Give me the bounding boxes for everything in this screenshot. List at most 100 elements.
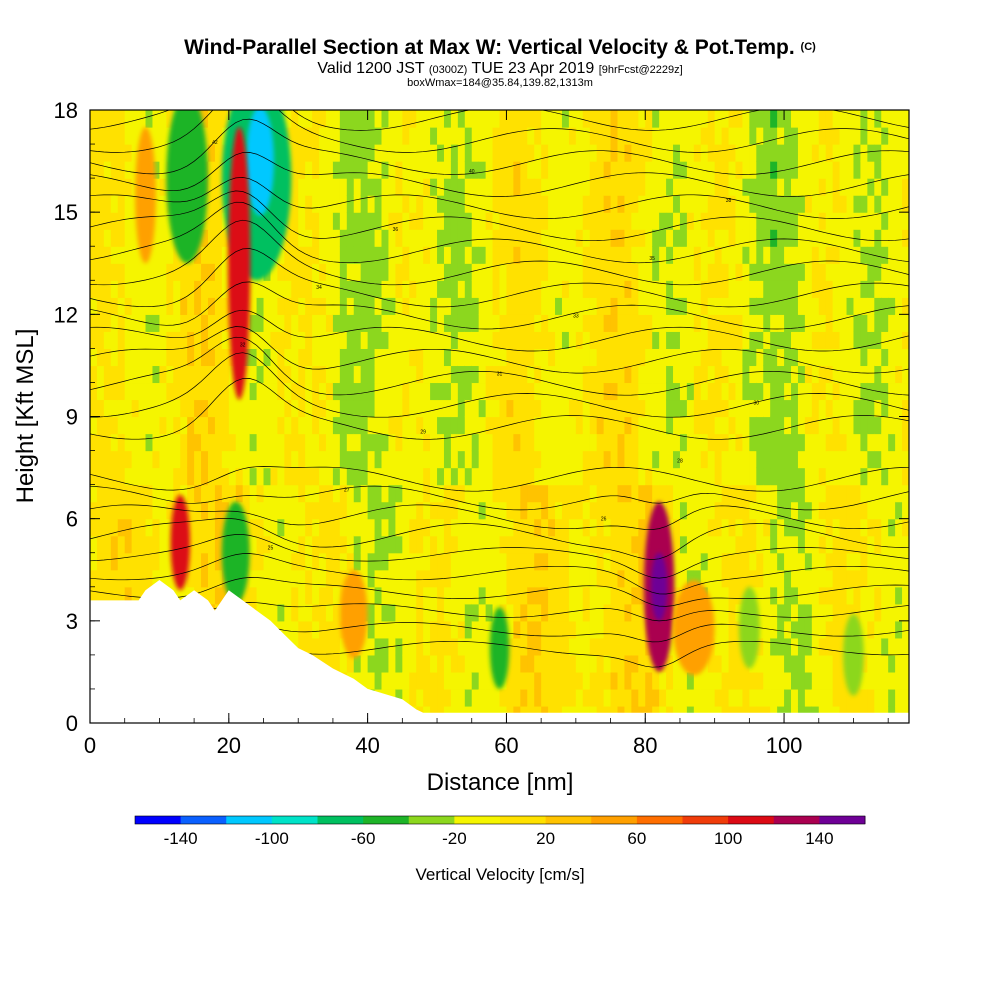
field-cell xyxy=(867,467,875,486)
field-cell xyxy=(312,620,320,639)
field-cell xyxy=(457,110,466,128)
field-cell xyxy=(416,637,424,656)
y-tick-label: 18 xyxy=(54,98,78,123)
field-cell xyxy=(409,212,417,230)
field-cell xyxy=(721,416,730,435)
field-cell xyxy=(555,518,563,537)
field-cell xyxy=(784,552,792,571)
field-cell xyxy=(721,552,730,571)
field-cell xyxy=(568,586,577,605)
field-cell xyxy=(797,263,806,281)
field-cell xyxy=(332,467,341,486)
field-cell xyxy=(416,280,424,298)
field-cell xyxy=(339,229,348,247)
field-cell xyxy=(825,467,834,486)
isentrope-line xyxy=(90,553,909,595)
field-cell xyxy=(173,297,181,315)
field-cell xyxy=(381,161,390,179)
field-cell xyxy=(603,467,612,486)
field-cell xyxy=(742,195,750,213)
field-cell xyxy=(346,535,355,554)
field-cell xyxy=(402,671,410,690)
field-cell xyxy=(450,178,459,196)
field-cell xyxy=(201,586,209,605)
field-cell xyxy=(728,450,737,469)
field-cell xyxy=(818,603,827,622)
field-cell xyxy=(214,246,223,264)
field-cell xyxy=(194,501,202,520)
field-cell xyxy=(839,399,848,418)
field-cell xyxy=(374,212,383,230)
field-cell xyxy=(645,484,653,503)
field-cell xyxy=(749,280,757,298)
field-cell xyxy=(325,518,334,537)
field-cell xyxy=(728,280,737,298)
field-cell xyxy=(117,178,126,196)
field-cell xyxy=(339,144,348,162)
field-cell xyxy=(763,433,771,452)
field-cell xyxy=(811,331,820,349)
field-cell xyxy=(381,297,390,315)
field-cell xyxy=(298,552,306,571)
field-cell xyxy=(867,127,875,145)
field-cell xyxy=(527,688,535,707)
field-cell xyxy=(180,331,188,349)
field-cell xyxy=(443,552,452,571)
field-cell xyxy=(673,127,681,145)
field-cell xyxy=(631,467,639,486)
field-cell xyxy=(96,382,105,401)
field-cell xyxy=(117,212,126,230)
field-cell xyxy=(527,161,535,179)
field-cell xyxy=(506,280,514,298)
field-cell xyxy=(464,518,473,537)
isentrope-line xyxy=(90,248,909,308)
field-cell xyxy=(312,450,320,469)
field-cell xyxy=(839,569,848,588)
field-cell xyxy=(423,365,431,384)
isentrope-line xyxy=(90,201,909,264)
field-cell xyxy=(173,433,181,452)
field-cell xyxy=(582,297,591,315)
field-cell xyxy=(395,144,403,162)
field-cell xyxy=(568,484,577,503)
field-cell xyxy=(173,331,181,349)
field-cell xyxy=(666,501,674,520)
field-cell xyxy=(666,314,674,332)
field-cell xyxy=(485,280,494,298)
field-cell xyxy=(652,161,660,179)
field-cell xyxy=(693,246,702,264)
field-cell xyxy=(707,433,716,452)
field-cell xyxy=(770,144,778,162)
field-cell xyxy=(568,637,577,656)
field-cell xyxy=(194,518,202,537)
field-cell xyxy=(902,586,909,605)
field-cell xyxy=(770,416,778,435)
field-cell xyxy=(735,569,744,588)
field-cell xyxy=(624,450,632,469)
field-cell xyxy=(561,331,570,349)
field-cell xyxy=(631,637,639,656)
field-cell xyxy=(575,229,584,247)
field-cell xyxy=(374,552,383,571)
field-cell xyxy=(96,518,105,537)
field-cell xyxy=(874,501,882,520)
field-cell xyxy=(416,450,424,469)
field-cell xyxy=(367,603,376,622)
field-cell xyxy=(534,620,542,639)
field-cell xyxy=(423,450,431,469)
field-cell xyxy=(221,484,230,503)
field-cell xyxy=(874,331,882,349)
field-cell xyxy=(624,263,632,281)
field-cell xyxy=(797,620,806,639)
field-cell xyxy=(846,144,855,162)
field-cell xyxy=(110,348,119,367)
field-cell xyxy=(103,229,112,247)
field-cell xyxy=(450,246,459,264)
field-cell xyxy=(367,212,376,230)
field-cell xyxy=(159,467,167,486)
field-cell xyxy=(180,450,188,469)
field-cell xyxy=(325,603,334,622)
field-cell xyxy=(298,280,306,298)
field-cell xyxy=(457,416,466,435)
field-cell xyxy=(374,229,383,247)
